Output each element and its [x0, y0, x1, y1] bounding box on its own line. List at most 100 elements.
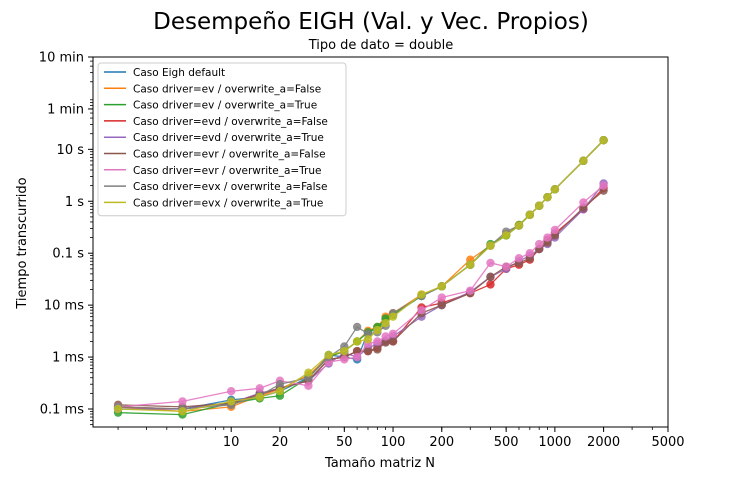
- data-point: [275, 380, 285, 389]
- data-point: [486, 272, 495, 282]
- data-point: [486, 258, 495, 268]
- series-line: [118, 190, 605, 408]
- data-point: [486, 280, 495, 289]
- legend-label: Caso driver=evd / overwrite_a=False: [133, 116, 328, 128]
- data-point: [417, 290, 426, 299]
- legend-label: Caso driver=evr / overwrite_a=True: [133, 165, 322, 177]
- x-tick-label: 10: [223, 435, 240, 450]
- x-tick-label: 200: [429, 435, 454, 450]
- data-point: [363, 346, 373, 356]
- data-point: [304, 368, 313, 377]
- plot-area: [113, 136, 608, 419]
- data-point: [324, 350, 333, 360]
- data-point: [579, 198, 588, 207]
- plot-frame: [92, 56, 669, 428]
- data-point: [534, 239, 544, 249]
- data-point: [178, 407, 187, 416]
- x-tick-label: 500: [494, 435, 519, 450]
- x-tick-label: 2000: [587, 435, 620, 450]
- data-point: [501, 231, 511, 240]
- data-point: [388, 312, 398, 321]
- data-point: [373, 345, 382, 354]
- legend-label: Caso driver=ev / overwrite_a=True: [133, 100, 317, 112]
- data-point: [501, 262, 511, 271]
- x-tick-label: 20: [272, 435, 289, 450]
- chart-subtitle: Tipo de dato = double: [308, 38, 454, 53]
- legend-entry: Caso Eigh default: [104, 67, 225, 79]
- legend-entry: Caso driver=ev / overwrite_a=False: [104, 83, 321, 95]
- data-point: [373, 337, 382, 346]
- y-tick-label: 0.1 ms: [40, 402, 84, 417]
- legend-label: Caso driver=evd / overwrite_a=True: [133, 132, 324, 144]
- data-point: [543, 192, 552, 202]
- data-point: [437, 293, 446, 302]
- y-tick-label: 0.1 s: [52, 247, 84, 262]
- chart-title: Desempeño EIGH (Val. y Vec. Propios): [153, 9, 589, 35]
- x-tick-label: 100: [381, 435, 406, 450]
- data-point: [255, 392, 264, 402]
- data-point: [352, 337, 362, 346]
- data-point: [340, 355, 349, 364]
- data-point: [550, 225, 560, 235]
- data-point: [543, 233, 552, 242]
- legend-entry: Caso driver=evr / overwrite_a=False: [104, 149, 326, 161]
- data-point: [599, 181, 608, 190]
- y-tick-label: 10 min: [39, 51, 84, 66]
- x-tick-label: 50: [336, 435, 353, 450]
- y-tick-label: 1 min: [47, 102, 84, 117]
- legend-label: Caso driver=ev / overwrite_a=False: [133, 83, 321, 95]
- data-point: [255, 384, 264, 393]
- data-point: [373, 325, 382, 335]
- data-point: [113, 404, 123, 414]
- data-point: [514, 254, 524, 263]
- data-point: [352, 352, 362, 362]
- legend-label: Caso driver=evx / overwrite_a=False: [133, 181, 327, 193]
- data-point: [381, 332, 390, 341]
- data-point: [437, 282, 446, 291]
- data-point: [579, 156, 588, 166]
- legend-label: Caso Eigh default: [133, 67, 225, 79]
- y-tick-label: 10 ms: [44, 299, 84, 314]
- y-tick-label: 1 s: [65, 195, 84, 210]
- data-point: [226, 397, 236, 406]
- legend-label: Caso driver=evr / overwrite_a=False: [133, 149, 326, 161]
- data-point: [525, 249, 535, 258]
- data-point: [226, 387, 236, 396]
- y-axis-title: Tiempo transcurrido: [15, 177, 30, 309]
- data-point: [437, 300, 446, 310]
- y-tick-label: 10 s: [57, 143, 85, 158]
- data-point: [275, 387, 285, 396]
- legend-label: Caso driver=evx / overwrite_a=True: [133, 197, 323, 209]
- x-tick-label: 1000: [538, 435, 571, 450]
- x-tick-label: 5000: [651, 435, 684, 450]
- data-point: [381, 318, 390, 328]
- data-point: [178, 397, 187, 406]
- data-point: [381, 338, 390, 347]
- legend: Caso Eigh default Caso driver=ev / overwr…: [97, 62, 347, 217]
- series-9: [113, 136, 608, 416]
- data-point: [388, 337, 398, 346]
- data-point: [525, 210, 535, 219]
- series-4: [113, 183, 608, 414]
- data-point: [486, 241, 495, 250]
- data-point: [352, 322, 362, 332]
- data-point: [599, 136, 608, 145]
- series-6: [113, 186, 608, 412]
- data-point: [352, 346, 362, 356]
- x-axis-title: Tamaño matriz N: [324, 456, 435, 471]
- legend-entry: Caso driver=ev / overwrite_a=True: [104, 100, 317, 112]
- data-point: [466, 260, 475, 269]
- data-point: [388, 329, 398, 339]
- y-tick-label: 1 ms: [52, 351, 84, 366]
- legend-entry: Caso driver=evr / overwrite_a=True: [104, 165, 322, 177]
- data-point: [417, 305, 426, 315]
- data-point: [340, 346, 349, 356]
- data-point: [550, 185, 560, 194]
- legend-box: [97, 62, 347, 217]
- legend-entry: Caso driver=evd / overwrite_a=True: [104, 132, 324, 144]
- axes: 10 20 50 100 200 500 1000 2000 5000 0.1 ms 1 ms 10 …: [39, 51, 685, 451]
- data-point: [304, 381, 313, 390]
- data-point: [363, 335, 373, 344]
- data-point: [514, 221, 524, 230]
